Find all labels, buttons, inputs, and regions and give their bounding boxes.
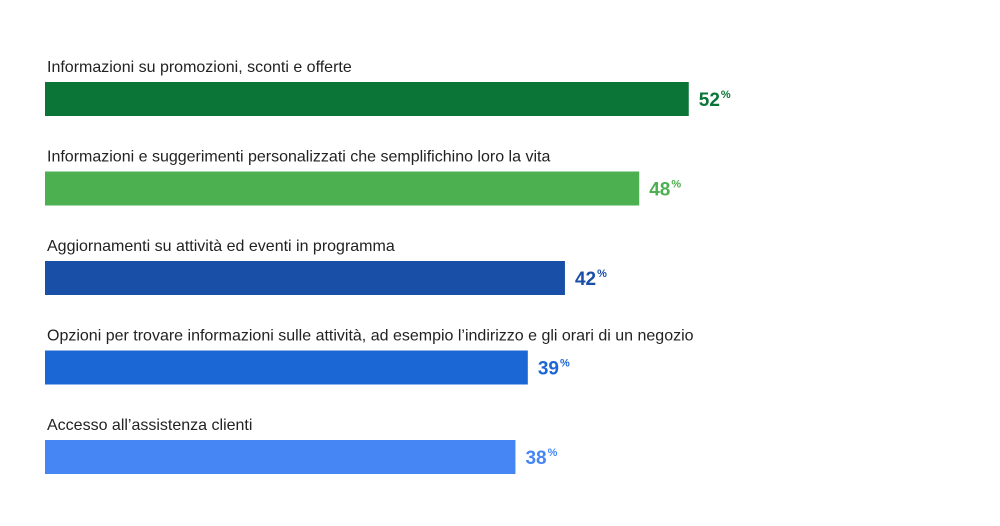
- value-label: 52%: [699, 89, 731, 111]
- bar: [45, 82, 689, 116]
- category-label: Accesso all’assistenza clienti: [47, 417, 252, 434]
- percent-sign: %: [597, 268, 607, 280]
- value-label: 39%: [538, 358, 570, 380]
- bar: [45, 440, 516, 474]
- percent-sign: %: [560, 358, 570, 370]
- category-label: Opzioni per trovare informazioni sulle a…: [47, 328, 694, 345]
- bars-layer: Informazioni su promozioni, sconti e off…: [45, 59, 731, 474]
- bar: [45, 350, 528, 385]
- value-label: 42%: [575, 268, 607, 290]
- bar-row: Aggiornamenti su attività ed eventi in p…: [45, 238, 607, 295]
- bar-row: Accesso all’assistenza clienti 38%: [45, 417, 558, 474]
- value-number: 52: [699, 90, 720, 111]
- percent-sign: %: [721, 89, 731, 101]
- category-label: Informazioni su promozioni, sconti e off…: [47, 59, 352, 76]
- bar: [45, 261, 565, 295]
- bar-row: Opzioni per trovare informazioni sulle a…: [45, 328, 694, 385]
- value-number: 48: [649, 180, 670, 201]
- value-label: 38%: [525, 447, 557, 469]
- percent-sign: %: [671, 179, 681, 191]
- value-number: 38: [525, 448, 546, 469]
- percent-sign: %: [548, 447, 558, 459]
- value-label: 48%: [649, 179, 681, 201]
- value-number: 42: [575, 269, 596, 290]
- bar-row: Informazioni e suggerimenti personalizza…: [45, 149, 681, 206]
- category-label: Aggiornamenti su attività ed eventi in p…: [47, 238, 395, 255]
- bar-row: Informazioni su promozioni, sconti e off…: [45, 59, 731, 116]
- bar: [45, 171, 640, 206]
- category-label: Informazioni e suggerimenti personalizza…: [47, 149, 550, 166]
- value-number: 39: [538, 359, 559, 380]
